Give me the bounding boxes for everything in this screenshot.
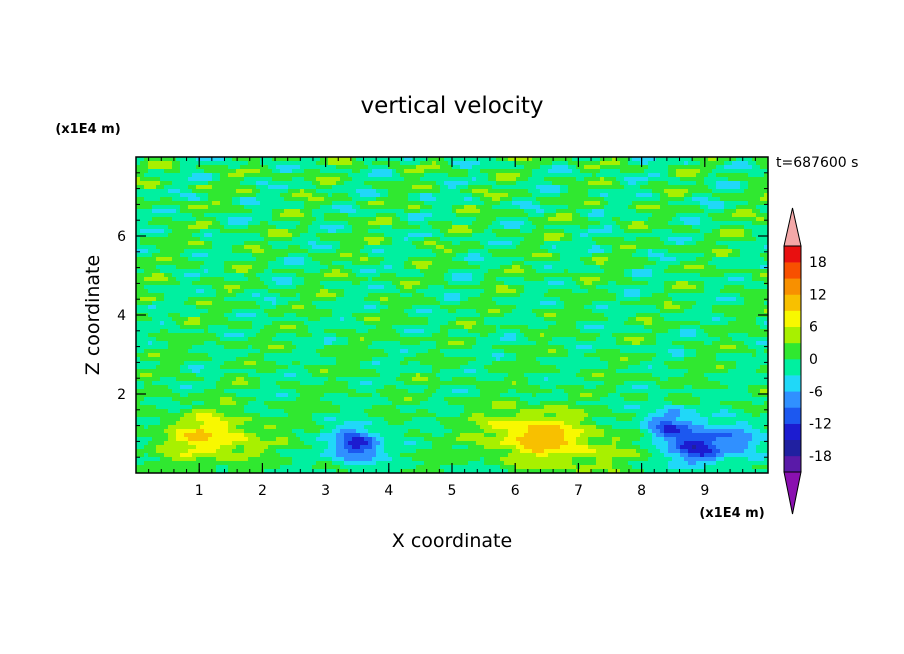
y-unit-label: (x1E4 m) — [55, 122, 120, 137]
colorbar-tick-label: -6 — [809, 384, 823, 400]
x-tick-label: 2 — [258, 483, 267, 499]
y-axis: 2 4 6 — [117, 156, 768, 474]
colorbar-tick-label: -18 — [809, 449, 832, 465]
contour-field — [136, 157, 768, 473]
colorbar-segment — [784, 294, 801, 311]
chart-title: vertical velocity — [361, 93, 544, 119]
colorbar-segment — [784, 359, 801, 376]
x-unit-label: (x1E4 m) — [699, 506, 764, 521]
colorbar: -18 -12 -6 0 6 12 18 — [783, 207, 832, 515]
x-tick-label: 6 — [511, 483, 520, 499]
colorbar-segment — [784, 278, 801, 295]
x-tick-label: 8 — [637, 483, 646, 499]
colorbar-segment — [784, 439, 801, 457]
x-axis-title: X coordinate — [392, 530, 512, 552]
x-tick-label: 1 — [195, 483, 204, 499]
colorbar-segment — [784, 407, 801, 424]
colorbar-tick-label: -12 — [809, 417, 832, 433]
y-tick-label: 4 — [117, 308, 126, 324]
colorbar-segment — [784, 310, 801, 328]
colorbar-segment — [784, 326, 801, 344]
colorbar-segment — [784, 423, 801, 441]
colorbar-tick-label: 18 — [809, 255, 827, 271]
colorbar-segment — [784, 246, 801, 263]
x-tick-label: 3 — [321, 483, 330, 499]
x-tick-label: 5 — [448, 483, 457, 499]
x-tick-label: 4 — [384, 483, 393, 499]
colorbar-under-arrow — [783, 471, 802, 515]
colorbar-segment — [784, 375, 801, 392]
time-label: t=687600 s — [776, 155, 858, 171]
colorbar-tick-label: 6 — [809, 320, 818, 336]
colorbar-segment — [784, 455, 801, 473]
x-tick-label: 9 — [700, 483, 709, 499]
colorbar-segment — [784, 342, 801, 360]
y-tick-label: 2 — [117, 387, 126, 403]
colorbar-over-arrow — [783, 207, 802, 247]
x-axis: 1 2 3 4 5 6 7 8 9 — [135, 157, 769, 499]
y-tick-label: 6 — [117, 229, 126, 245]
colorbar-tick-label: 12 — [809, 287, 827, 303]
x-tick-label: 7 — [574, 483, 583, 499]
colorbar-frame — [783, 245, 802, 473]
colorbar-tick-label: 0 — [809, 352, 818, 368]
colorbar-segment — [784, 391, 801, 408]
colorbar-segment — [784, 262, 801, 279]
y-axis-title: Z coordinate — [82, 255, 104, 375]
